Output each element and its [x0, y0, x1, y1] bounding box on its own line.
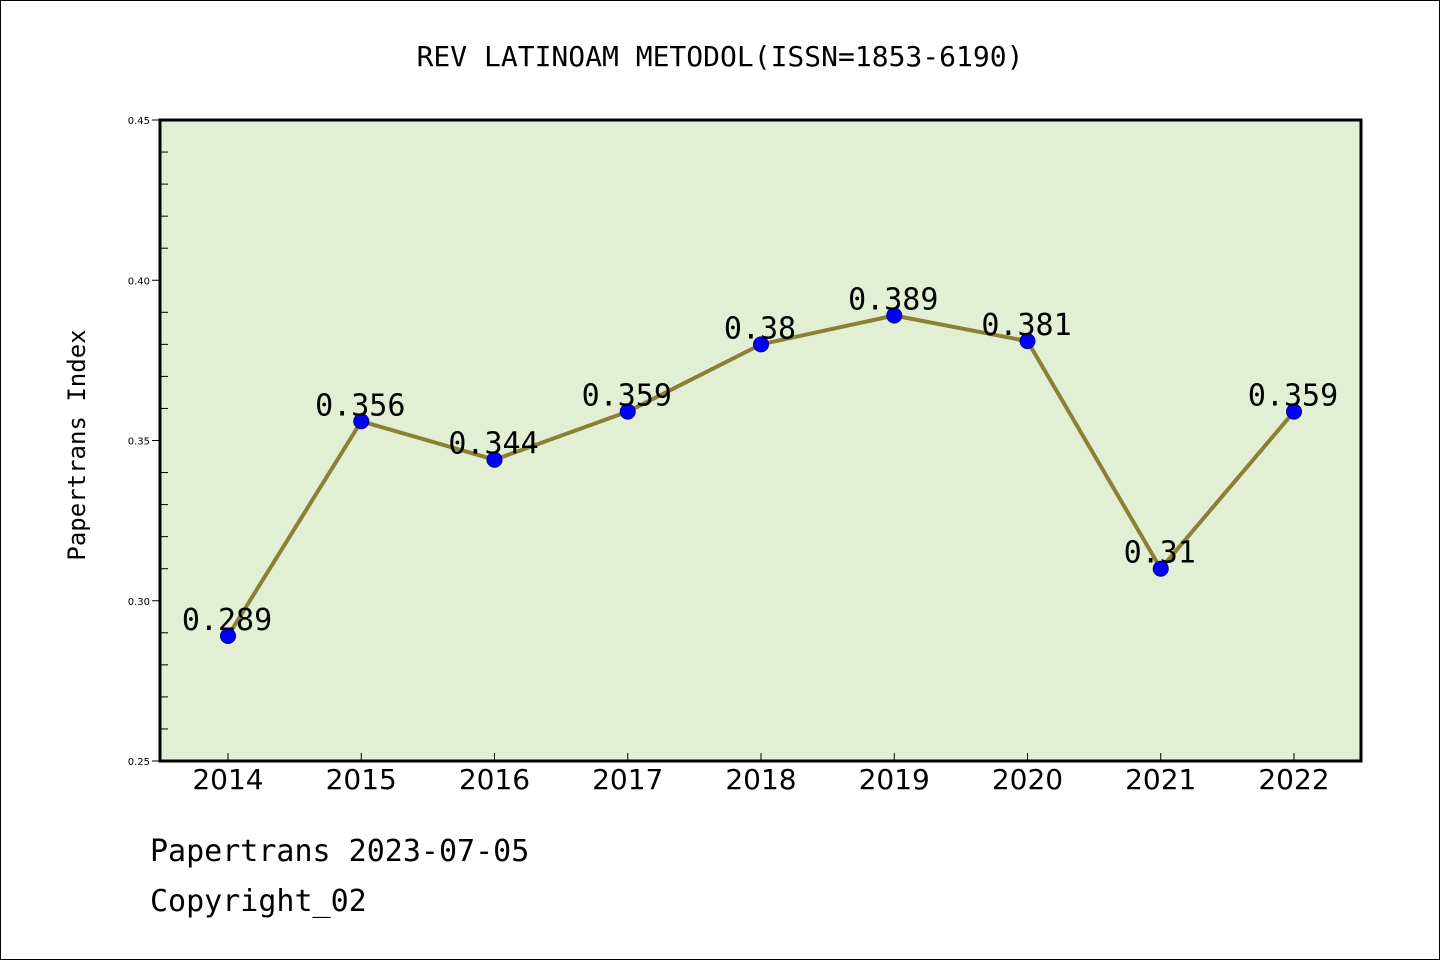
- data-point: [1286, 403, 1302, 420]
- y-tick-label: 0.40: [128, 276, 150, 287]
- data-point: [1152, 560, 1169, 577]
- x-tick-label: 2020: [992, 763, 1063, 796]
- x-tick-label: 2022: [1258, 763, 1329, 796]
- y-tick-label: 0.45: [128, 116, 150, 127]
- data-label: 0.381: [981, 308, 1071, 343]
- y-tick-label: 0.25: [128, 757, 150, 768]
- data-label: 0.356: [315, 388, 405, 423]
- y-tick-label: 0.30: [128, 597, 150, 608]
- data-point: [753, 336, 769, 353]
- data-point: [353, 413, 370, 430]
- footer-date: Papertrans 2023-07-05: [150, 834, 530, 869]
- y-axis: 0.25 0.30 0.35 0.40 0.45: [128, 116, 168, 768]
- data-point: [619, 403, 636, 420]
- x-tick-label: 2021: [1125, 763, 1196, 796]
- data-point: [886, 307, 903, 324]
- data-labels: 0.289 0.356 0.344 0.359 0.38 0.389 0.381 0.31 0.…: [182, 283, 1338, 639]
- x-tick-label: 2015: [326, 763, 397, 796]
- x-axis: 2014 2015 2016 2017 2018 2019 2020 2021 2022: [192, 753, 1330, 796]
- x-tick-label: 2018: [725, 763, 796, 796]
- data-markers: [220, 307, 1302, 645]
- plot-area: [158, 118, 1363, 763]
- x-tick-label: 2019: [859, 763, 930, 796]
- data-label: 0.31: [1124, 536, 1196, 571]
- x-tick-label: 2017: [592, 763, 663, 796]
- data-point: [486, 451, 503, 468]
- data-label: 0.38: [724, 311, 796, 346]
- y-tick-label: 0.35: [128, 437, 150, 448]
- data-label: 0.359: [1248, 379, 1338, 414]
- x-tick-label: 2016: [459, 763, 530, 796]
- footer-copyright: Copyright_02: [150, 884, 367, 919]
- data-label: 0.389: [848, 283, 938, 318]
- data-point: [1019, 333, 1036, 350]
- data-label: 0.289: [182, 603, 272, 638]
- chart-title: REV LATINOAM METODOL(ISSN=1853-6190): [417, 40, 1024, 73]
- data-label: 0.344: [448, 427, 538, 462]
- y-axis-label: Papertrans Index: [63, 329, 91, 560]
- data-point: [220, 628, 236, 645]
- data-label: 0.359: [582, 379, 672, 414]
- x-tick-label: 2014: [192, 763, 263, 796]
